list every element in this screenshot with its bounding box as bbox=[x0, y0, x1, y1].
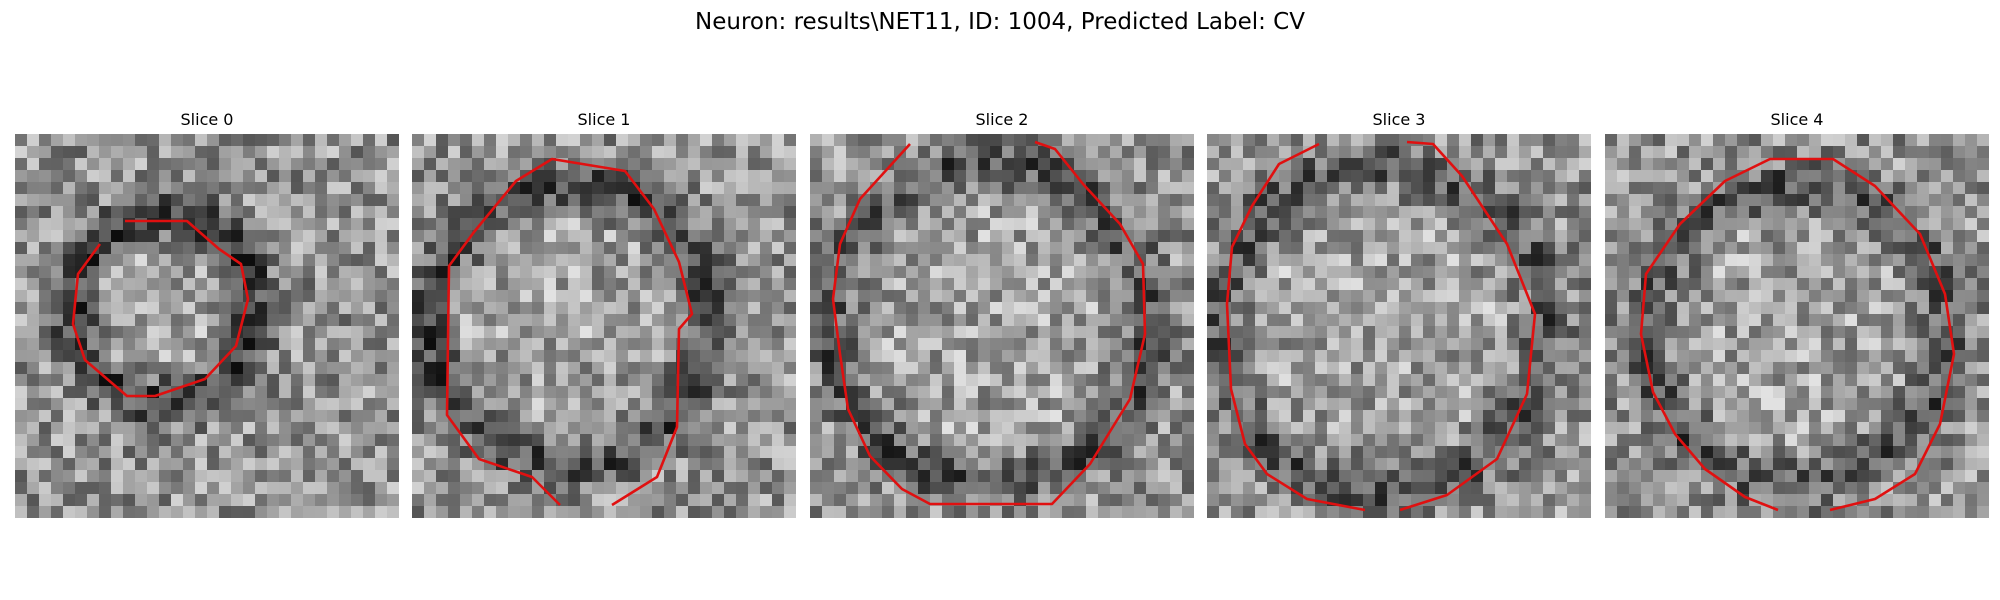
slice-panel-3: Slice 3 bbox=[1207, 110, 1591, 520]
slice-panel-0: Slice 0 bbox=[15, 110, 399, 520]
slice-panel-1: Slice 1 bbox=[412, 110, 796, 520]
slice-image-4 bbox=[1605, 134, 1989, 518]
slice-title-2: Slice 2 bbox=[975, 110, 1029, 129]
slice-title-1: Slice 1 bbox=[577, 110, 631, 129]
slice-title-4: Slice 4 bbox=[1770, 110, 1824, 129]
slice-panel-2: Slice 2 bbox=[810, 110, 1194, 520]
slice-title-3: Slice 3 bbox=[1372, 110, 1426, 129]
slice-image-2 bbox=[810, 134, 1194, 518]
red-contour-outline bbox=[71, 219, 250, 398]
slice-image-0 bbox=[15, 134, 399, 518]
slice-image-3 bbox=[1207, 134, 1591, 518]
slice-title-0: Slice 0 bbox=[180, 110, 234, 129]
figure-title: Neuron: results\NET11, ID: 1004, Predict… bbox=[695, 9, 1305, 35]
slice-panel-4: Slice 4 bbox=[1605, 110, 1989, 520]
red-contour-outline bbox=[831, 140, 1147, 506]
red-contour-outline bbox=[1639, 157, 1956, 512]
red-contour-outline bbox=[1399, 140, 1537, 512]
red-contour-outline bbox=[445, 157, 694, 507]
red-contour-outline bbox=[1225, 142, 1366, 512]
slice-image-1 bbox=[412, 134, 796, 518]
